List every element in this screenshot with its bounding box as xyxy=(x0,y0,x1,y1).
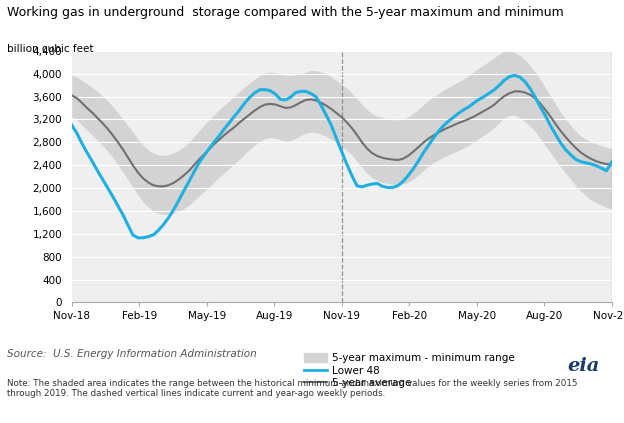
Text: Source:  U.S. Energy Information Administration: Source: U.S. Energy Information Administ… xyxy=(7,349,257,359)
Text: billion cubic feet: billion cubic feet xyxy=(7,44,94,55)
Text: eia: eia xyxy=(567,357,600,376)
Text: Note: The shaded area indicates the range between the historical minimum and max: Note: The shaded area indicates the rang… xyxy=(7,379,578,398)
Legend: 5-year maximum - minimum range, Lower 48, 5-year average: 5-year maximum - minimum range, Lower 48… xyxy=(304,353,515,388)
Text: Working gas in underground  storage compared with the 5-year maximum and minimum: Working gas in underground storage compa… xyxy=(7,6,564,19)
